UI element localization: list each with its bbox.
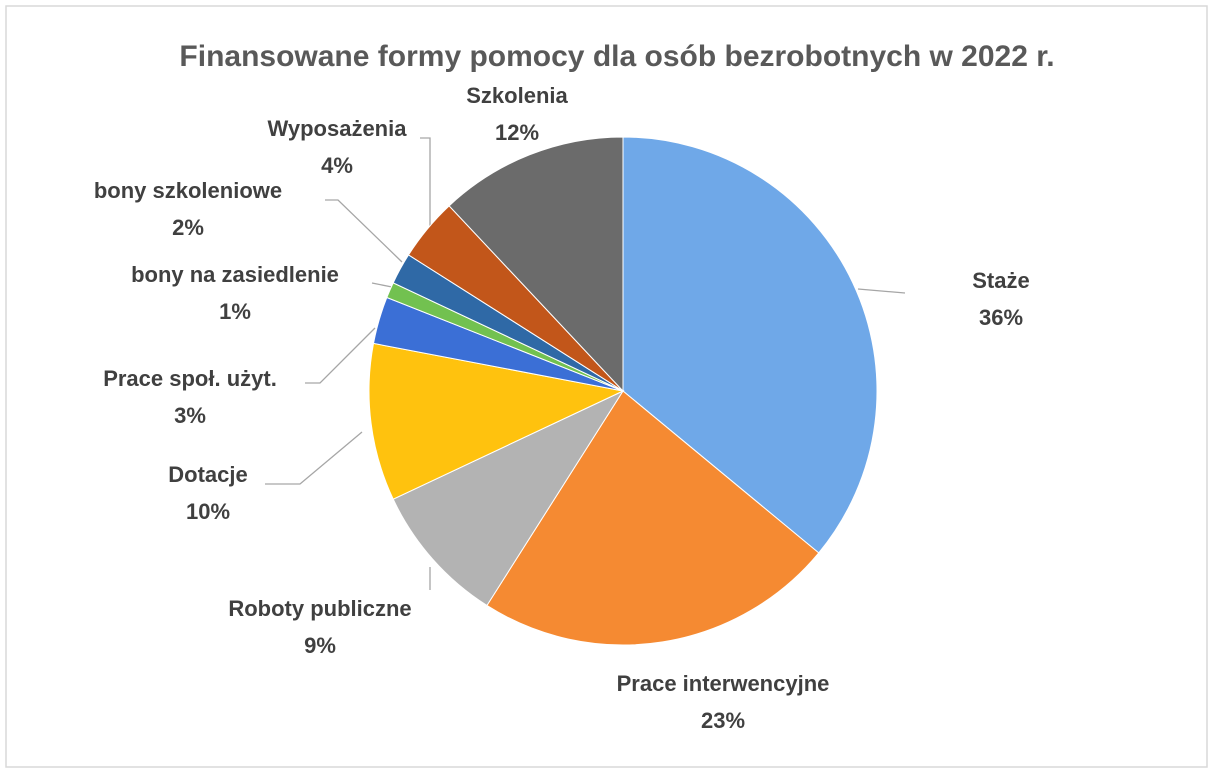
pie-slice: [486, 390, 820, 646]
pie-slice: [448, 136, 624, 393]
slice-label: Prace interwencyjne: [617, 671, 830, 696]
slice-value-label: 1%: [219, 299, 251, 324]
slice-value-label: 9%: [304, 633, 336, 658]
slice-label: Staże: [972, 268, 1029, 293]
leader-lines: [265, 137, 906, 590]
slice-label: Szkolenia: [466, 83, 568, 108]
pie-slice: [368, 342, 625, 500]
slice-label: bony na zasiedlenie: [131, 262, 339, 287]
slice-value-label: 36%: [979, 305, 1023, 330]
chart-title: Finansowane formy pomocy dla osób bezrob…: [179, 40, 1054, 73]
slice-value-label: 23%: [701, 708, 745, 733]
slice-label: Prace społ. użyt.: [103, 366, 277, 391]
pie-slice: [622, 136, 878, 554]
slice-value-label: 3%: [174, 403, 206, 428]
slice-label: Dotacje: [168, 462, 247, 487]
pie-slice: [392, 389, 625, 607]
slice-value-label: 10%: [186, 499, 230, 524]
slice-label: bony szkoleniowe: [94, 178, 282, 203]
slice-value-label: 12%: [495, 120, 539, 145]
slice-label: Wyposażenia: [268, 116, 408, 141]
slice-label: Roboty publiczne: [228, 596, 411, 621]
slice-value-label: 4%: [321, 153, 353, 178]
slice-value-label: 2%: [172, 215, 204, 240]
